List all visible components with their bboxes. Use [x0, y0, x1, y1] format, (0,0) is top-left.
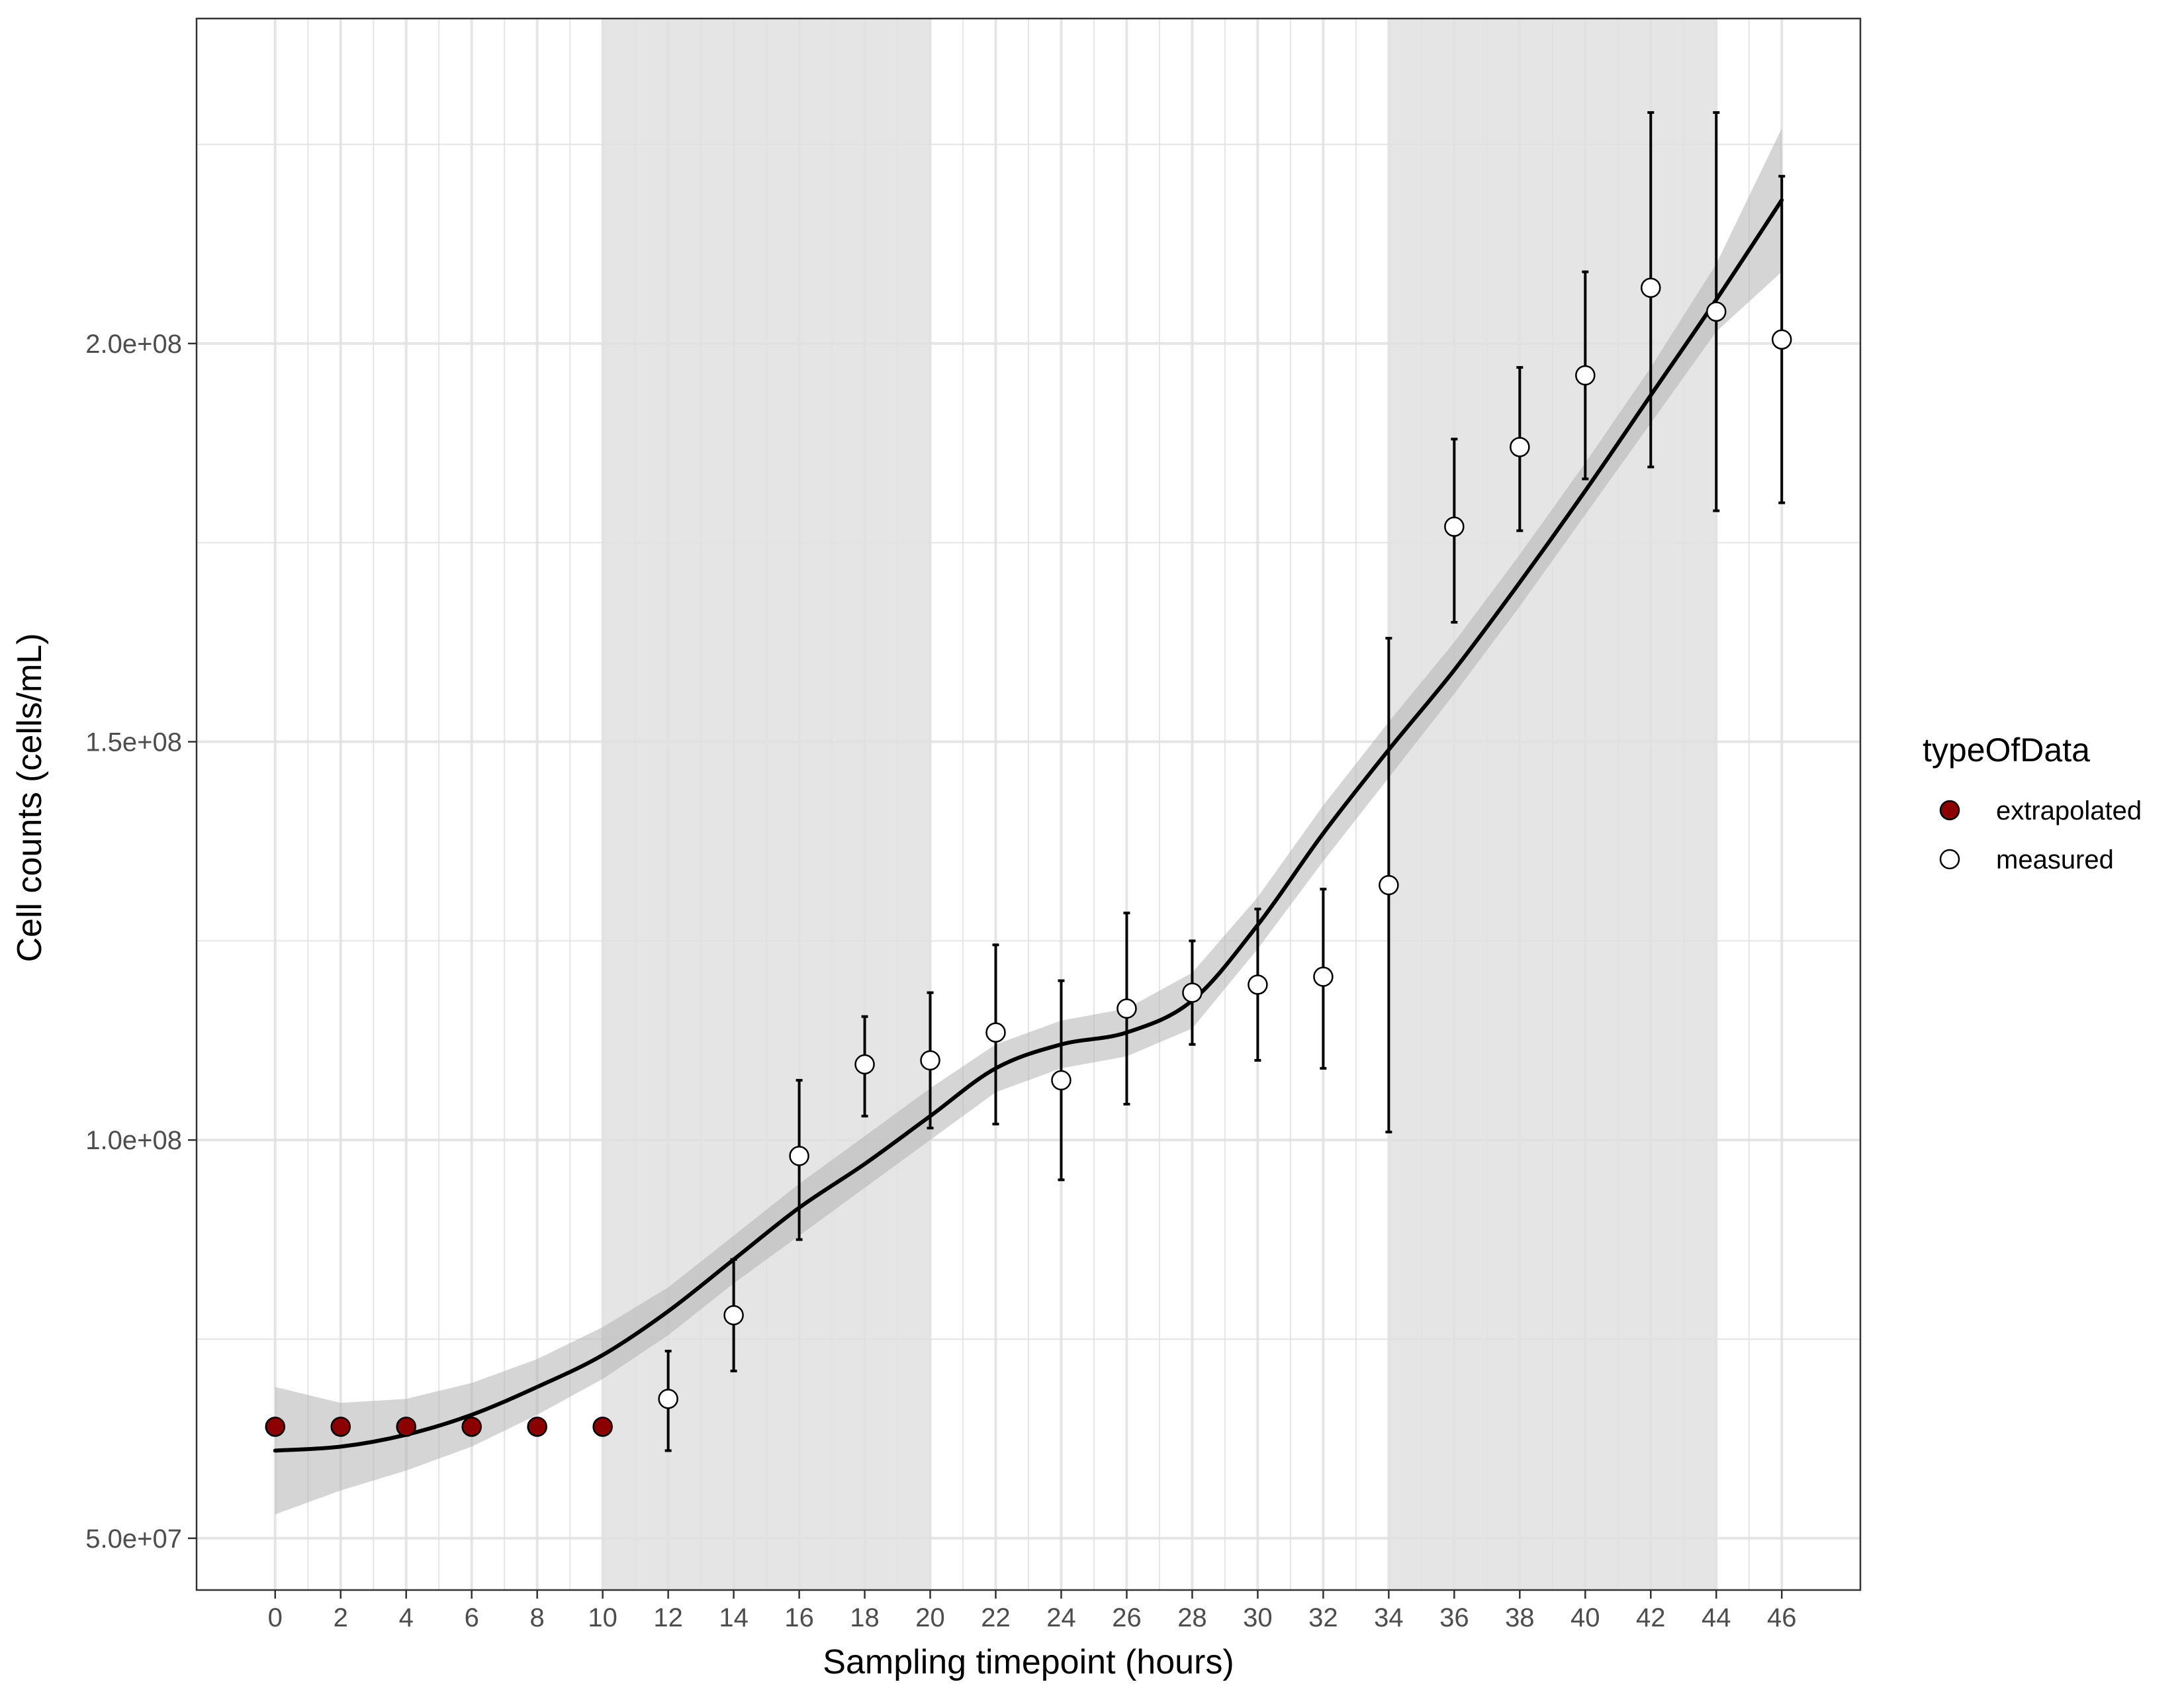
point-extrapolated: [461, 1417, 482, 1437]
y-tick-label: 2.0e+08: [85, 330, 182, 359]
point-extrapolated: [265, 1417, 286, 1437]
y-tick-label: 1.5e+08: [85, 728, 182, 757]
point-measured: [1379, 874, 1399, 896]
x-tick-label: 0: [268, 1603, 283, 1632]
point-measured: [658, 1388, 678, 1409]
data-points: [265, 277, 1792, 1437]
x-tick-label: 10: [588, 1603, 617, 1632]
plot-panel-border: [195, 17, 1862, 1591]
point-measured: [1182, 982, 1203, 1003]
y-tick-label: 5.0e+07: [85, 1524, 182, 1554]
legend-entry: extrapolated: [1939, 796, 2142, 825]
x-tick-label: 26: [1112, 1603, 1142, 1632]
y-tick-label: 1.0e+08: [85, 1126, 182, 1155]
point-measured: [789, 1145, 809, 1166]
x-tick-label: 34: [1374, 1603, 1404, 1632]
point-measured: [1771, 329, 1792, 350]
legend-key-extrapolated: [1939, 800, 1960, 821]
x-tick-label: 32: [1308, 1603, 1338, 1632]
x-tick-label: 12: [653, 1603, 683, 1632]
x-tick-label: 14: [719, 1603, 749, 1632]
x-tick-label: 28: [1177, 1603, 1207, 1632]
point-extrapolated: [330, 1417, 351, 1437]
x-tick-label: 24: [1046, 1603, 1076, 1632]
point-measured: [1313, 966, 1334, 987]
x-axis-title: Sampling timepoint (hours): [823, 1643, 1234, 1681]
point-extrapolated: [592, 1417, 613, 1437]
legend-label: measured: [1996, 845, 2114, 874]
y-axis: 5.0e+07 1.0e+08 1.5e+08 2.0e+08: [85, 330, 197, 1554]
x-tick-label: 20: [915, 1603, 945, 1632]
legend-entry: measured: [1939, 845, 2114, 874]
x-tick-label: 40: [1570, 1603, 1600, 1632]
point-measured: [854, 1054, 875, 1075]
legend-title: typeOfData: [1923, 731, 2090, 769]
point-measured: [1575, 365, 1596, 386]
point-measured: [1051, 1070, 1071, 1091]
x-tick-label: 8: [530, 1603, 545, 1632]
point-measured: [985, 1022, 1006, 1043]
x-tick-label: 4: [399, 1603, 414, 1632]
x-tick-label: 36: [1439, 1603, 1469, 1632]
legend-key-measured: [1939, 849, 1960, 870]
x-tick-label: 18: [850, 1603, 880, 1632]
x-tick-label: 16: [784, 1603, 814, 1632]
point-measured: [920, 1050, 940, 1071]
point-extrapolated: [527, 1417, 547, 1437]
legend-label: extrapolated: [1996, 796, 2142, 825]
x-tick-label: 44: [1702, 1603, 1731, 1632]
legend-entries: extrapolated measured: [1939, 796, 2142, 874]
y-axis-title: Cell counts (cells/mL): [11, 633, 49, 962]
fit-line: [273, 198, 1784, 1453]
point-measured: [1706, 301, 1727, 322]
point-measured: [723, 1305, 744, 1326]
legend: typeOfData extrapolated measured: [1923, 731, 2142, 874]
point-measured: [1248, 974, 1268, 995]
point-measured: [1510, 437, 1530, 457]
x-tick-label: 30: [1243, 1603, 1273, 1632]
point-measured: [1641, 277, 1661, 298]
x-tick-label: 6: [465, 1603, 479, 1632]
x-tick-label: 22: [981, 1603, 1011, 1632]
smooth-fit-line: [273, 198, 1784, 1453]
point-measured: [1116, 998, 1137, 1019]
x-axis: 0 2 4 6 8 10 12 14 16 18 20 22 24 26 28 30 32 34 36 38 40 42 4…: [268, 1590, 1797, 1632]
point-measured: [1444, 516, 1465, 537]
x-tick-label: 42: [1636, 1603, 1666, 1632]
x-tick-label: 2: [334, 1603, 348, 1632]
x-tick-label: 46: [1767, 1603, 1797, 1632]
point-extrapolated: [396, 1417, 416, 1437]
x-tick-label: 38: [1505, 1603, 1535, 1632]
